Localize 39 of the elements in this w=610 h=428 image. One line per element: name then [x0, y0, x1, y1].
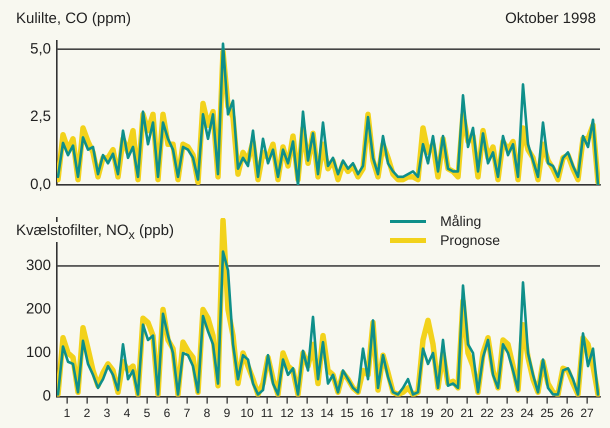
x-tick-label: 2 — [84, 406, 91, 420]
chart-title: Oktober 1998 — [503, 10, 598, 27]
x-tick-label: 6 — [164, 406, 171, 420]
x-tick-label: 27 — [580, 406, 594, 420]
x-tick-label: 3 — [104, 406, 111, 420]
x-tick-label: 16 — [360, 406, 374, 420]
x-tick-label: 1 — [64, 406, 71, 420]
y-tick-label: 100 — [26, 344, 51, 362]
x-tick-label: 18 — [400, 406, 414, 420]
y-tick-label: 2,5 — [30, 108, 51, 126]
y-tick-label: 5,0 — [30, 40, 51, 58]
y-axis-title: Kvælstofilter, NO$_{x}$ (ppb) — [14, 222, 176, 242]
x-tick-label: 12 — [280, 406, 294, 420]
x-tick-label: 20 — [440, 406, 454, 420]
x-tick-label: 22 — [480, 406, 494, 420]
x-tick-label: 26 — [560, 406, 574, 420]
x-tick-label: 15 — [340, 406, 354, 420]
legend-label: Prognose — [440, 231, 500, 250]
x-tick-label: 9 — [224, 406, 231, 420]
x-tick-label: 10 — [240, 406, 254, 420]
x-tick-label: 17 — [380, 406, 394, 420]
x-tick-label: 4 — [124, 406, 131, 420]
x-tick-label: 14 — [320, 406, 334, 420]
x-tick-label: 21 — [460, 406, 474, 420]
y-tick-label: 0 — [42, 388, 51, 405]
x-tick-label: 19 — [420, 406, 434, 420]
x-tick-label: 11 — [260, 406, 274, 420]
x-tick-label: 8 — [204, 406, 211, 420]
y-tick-label: 0,0 — [30, 176, 51, 194]
x-tick-label: 5 — [144, 406, 151, 420]
x-tick-label: 23 — [500, 406, 514, 420]
x-tick-label: 25 — [540, 406, 554, 420]
x-tick-label: 13 — [300, 406, 314, 420]
x-tick-label: 7 — [184, 406, 191, 420]
y-tick-label: 200 — [26, 300, 51, 318]
y-tick-label: 300 — [26, 257, 51, 274]
legend-label: Måling — [440, 212, 482, 231]
y-axis-title: Kulilte, CO (ppm) — [14, 10, 134, 27]
x-tick-label: 24 — [520, 406, 534, 420]
